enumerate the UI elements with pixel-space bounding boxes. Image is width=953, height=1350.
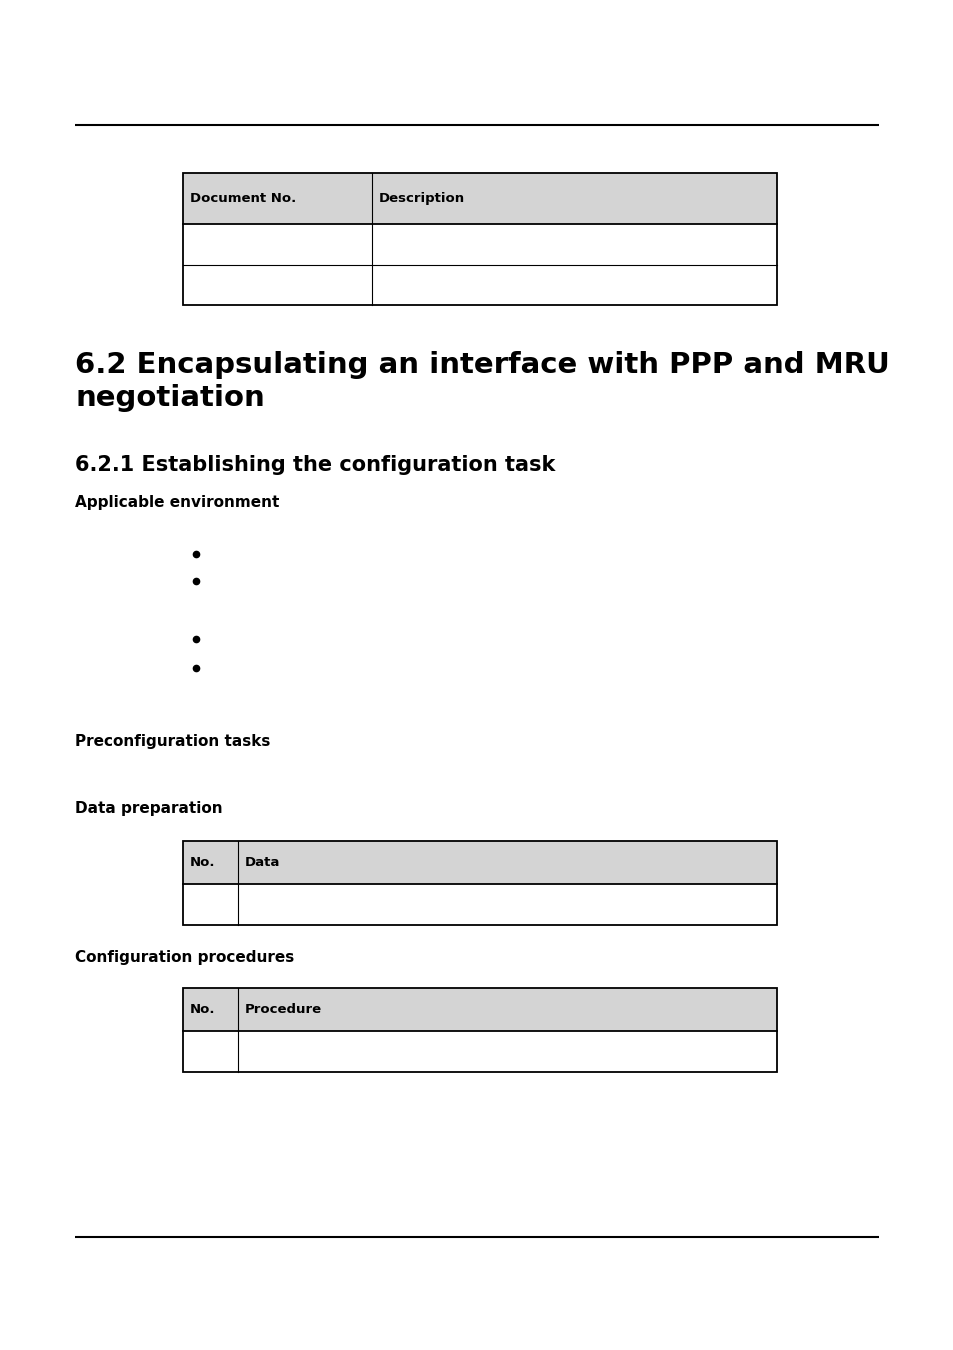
Text: No.: No. bbox=[190, 1003, 215, 1017]
Bar bbox=[183, 173, 776, 305]
Bar bbox=[183, 173, 776, 224]
Text: No.: No. bbox=[190, 856, 215, 869]
Bar bbox=[183, 841, 776, 925]
Bar bbox=[183, 988, 776, 1072]
Text: Data: Data bbox=[245, 856, 280, 869]
Text: Preconfiguration tasks: Preconfiguration tasks bbox=[75, 734, 271, 749]
Text: Data preparation: Data preparation bbox=[75, 801, 223, 815]
Text: Configuration procedures: Configuration procedures bbox=[75, 950, 294, 965]
Text: 6.2.1 Establishing the configuration task: 6.2.1 Establishing the configuration tas… bbox=[75, 455, 556, 475]
Text: 6.2 Encapsulating an interface with PPP and MRU
negotiation: 6.2 Encapsulating an interface with PPP … bbox=[75, 351, 889, 413]
Text: Procedure: Procedure bbox=[245, 1003, 322, 1017]
Text: Applicable environment: Applicable environment bbox=[75, 495, 279, 510]
Text: Description: Description bbox=[378, 192, 464, 205]
Bar bbox=[183, 841, 776, 884]
Bar bbox=[183, 988, 776, 1031]
Text: Document No.: Document No. bbox=[190, 192, 295, 205]
